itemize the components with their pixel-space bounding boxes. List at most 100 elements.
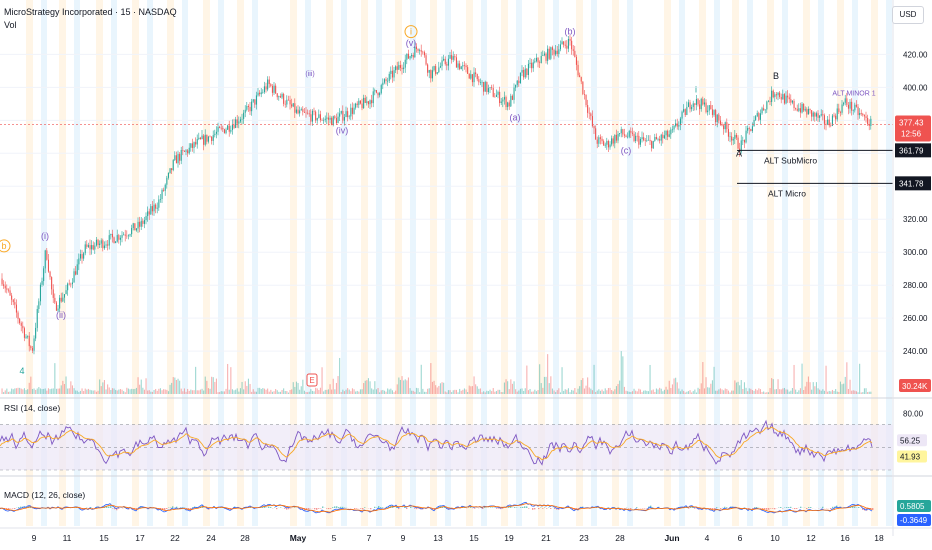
- rsi-value-text: 41.93: [900, 452, 921, 461]
- volume-bar: [366, 380, 368, 394]
- candle-body: [139, 221, 141, 227]
- macd-histogram-bar: [114, 508, 116, 510]
- volume-bar: [753, 390, 755, 394]
- volume-bar: [345, 389, 347, 394]
- candle-body: [382, 82, 384, 86]
- volume-bar: [316, 388, 318, 394]
- volume-bar: [497, 389, 499, 394]
- volume-bar: [206, 380, 208, 394]
- candle-body: [345, 111, 347, 118]
- volume-bar: [615, 386, 617, 394]
- candle-body: [343, 117, 345, 121]
- candle-body: [863, 115, 865, 117]
- candle-body: [217, 126, 219, 132]
- candle-body: [527, 63, 529, 76]
- macd-histogram-bar: [172, 506, 174, 508]
- volume-bar: [263, 388, 265, 394]
- candle-body: [756, 113, 758, 117]
- macd-histogram-bar: [80, 508, 82, 510]
- macd-histogram-bar: [108, 506, 110, 508]
- candle-body: [107, 244, 109, 246]
- candle-body: [494, 96, 496, 98]
- volume-bar: [771, 378, 773, 394]
- volume-bar: [99, 379, 101, 394]
- candle-body: [307, 112, 309, 114]
- candle-body: [622, 129, 624, 135]
- volume-bar: [422, 388, 424, 394]
- volume-bar: [540, 383, 542, 394]
- candle-body: [868, 124, 870, 127]
- volume-bar: [779, 389, 781, 394]
- candle-body: [326, 117, 328, 119]
- volume-bar: [755, 388, 757, 394]
- candle-body: [643, 137, 645, 141]
- candle-body: [227, 125, 229, 130]
- volume-bar: [195, 366, 197, 394]
- candle-body: [87, 245, 89, 247]
- macd-histogram-bar: [754, 507, 756, 508]
- volume-bar: [364, 380, 366, 394]
- candle-body: [678, 124, 680, 127]
- candle-body: [7, 289, 9, 291]
- candle-body: [734, 134, 736, 139]
- candle-body: [203, 135, 205, 145]
- volume-bar: [188, 390, 190, 394]
- candle-body: [655, 136, 657, 140]
- candle-body: [755, 116, 757, 120]
- volume-bar: [433, 380, 435, 394]
- candle-body: [806, 109, 808, 115]
- candle-body: [235, 119, 237, 128]
- macd-histogram-bar: [872, 508, 874, 511]
- volume-bar: [481, 392, 483, 394]
- volume-bar: [819, 389, 821, 394]
- volume-bar: [822, 389, 824, 394]
- price-grid: 240.00260.00280.00300.00320.00340.00360.…: [0, 50, 928, 356]
- volume-bar: [519, 388, 521, 394]
- candle-body: [479, 82, 481, 83]
- candle-body: [715, 110, 717, 123]
- volume-bar: [537, 390, 539, 394]
- volume-bar: [809, 382, 811, 394]
- rsi-ma-line: [0, 426, 873, 461]
- currency-selector[interactable]: USD: [892, 6, 924, 24]
- candle-body: [633, 133, 635, 141]
- candle-body: [726, 122, 728, 130]
- volume-bar: [23, 388, 25, 394]
- volume-bar: [747, 391, 749, 394]
- volume-bar: [284, 391, 286, 394]
- volume-bar: [566, 389, 568, 394]
- candle-body: [606, 140, 608, 145]
- macd-histogram-bar: [356, 508, 358, 509]
- volume-bar: [777, 379, 779, 394]
- candle-body: [798, 108, 800, 111]
- volume-bar: [607, 388, 609, 394]
- volume-bar: [857, 392, 859, 394]
- candle-body: [195, 142, 197, 145]
- candle-body: [505, 97, 507, 108]
- volume-bar: [353, 389, 355, 394]
- candle-body: [327, 117, 329, 120]
- candle-body: [276, 93, 278, 98]
- volume-bar: [449, 390, 451, 394]
- macd-histogram-bar: [370, 508, 372, 510]
- volume-bar: [863, 388, 865, 394]
- candle-body: [291, 104, 293, 107]
- volume-bar: [724, 388, 726, 394]
- volume-bar: [646, 390, 648, 394]
- volume-bar: [473, 376, 475, 394]
- candle-body: [59, 297, 61, 309]
- candle-body: [478, 79, 480, 83]
- volume-bar: [319, 387, 321, 394]
- macd-histogram-bar: [270, 506, 272, 508]
- rsi-value-text: 56.25: [900, 436, 921, 445]
- candle-body: [302, 109, 304, 112]
- volume-bar: [55, 388, 57, 394]
- macd-histogram-bar: [286, 508, 288, 510]
- candles: [1, 35, 872, 355]
- candle-body: [623, 134, 625, 136]
- candle-body: [831, 115, 833, 126]
- candle-body: [142, 220, 144, 224]
- candle-body: [535, 57, 537, 62]
- candle-body: [743, 140, 745, 143]
